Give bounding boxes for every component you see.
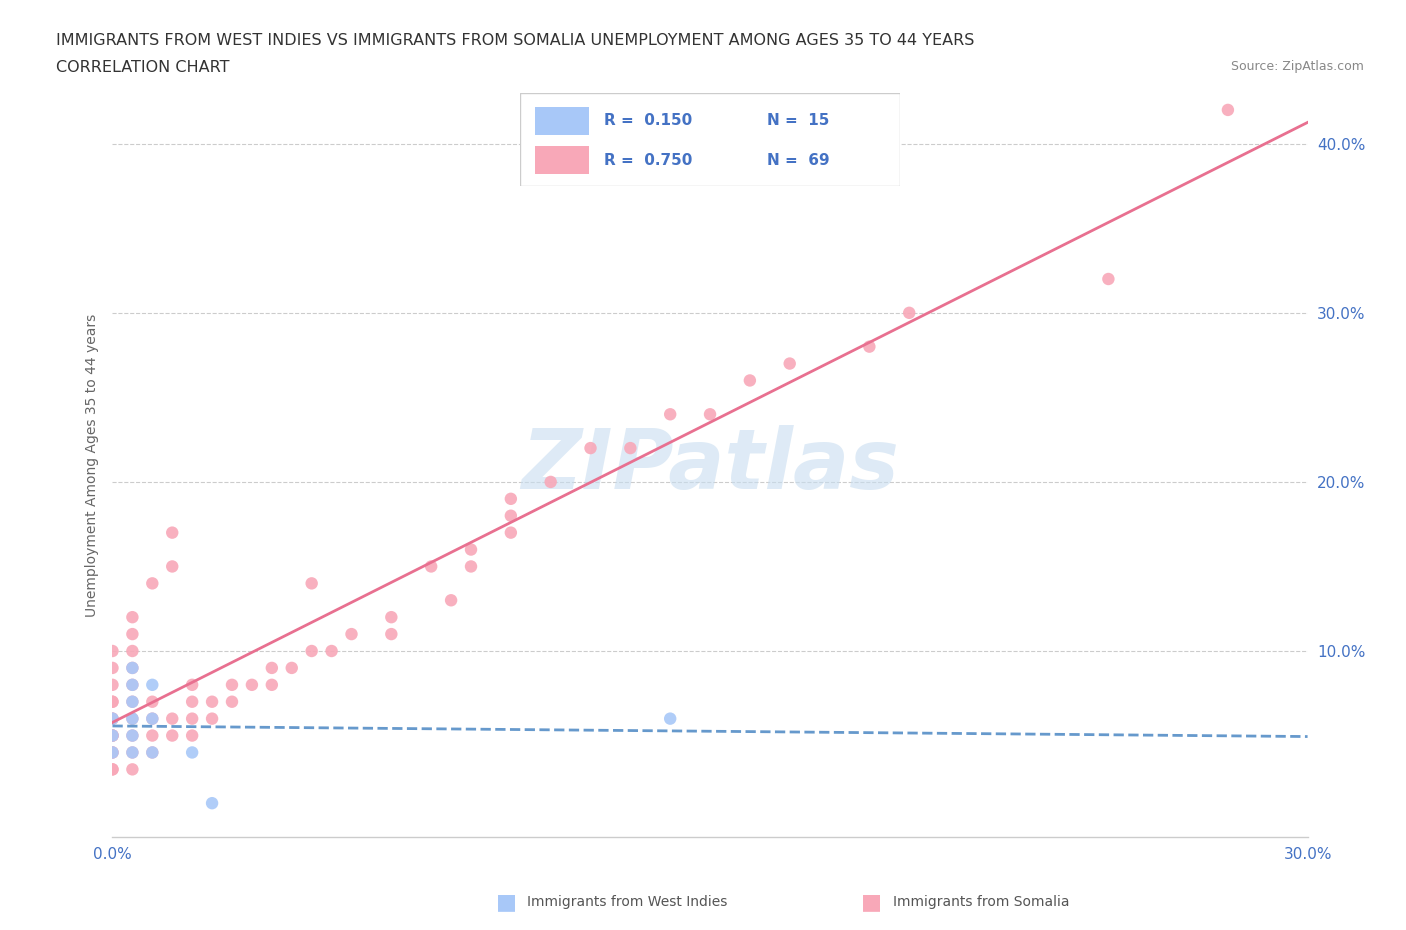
Text: R =  0.150: R = 0.150: [603, 113, 692, 128]
Point: [121, 627, 143, 642]
Point: [699, 406, 721, 421]
Bar: [536, 147, 589, 175]
Point: [440, 592, 463, 607]
Point: [141, 745, 163, 760]
Point: [201, 796, 224, 811]
Point: [121, 610, 143, 625]
Point: [101, 745, 124, 760]
Point: [858, 339, 880, 354]
Point: [121, 728, 143, 743]
Point: [301, 576, 323, 591]
Point: [162, 711, 183, 726]
Point: [101, 660, 124, 675]
Point: [181, 745, 204, 760]
Text: IMMIGRANTS FROM WEST INDIES VS IMMIGRANTS FROM SOMALIA UNEMPLOYMENT AMONG AGES 3: IMMIGRANTS FROM WEST INDIES VS IMMIGRANT…: [56, 33, 974, 47]
Point: [499, 509, 522, 524]
Text: N =  69: N = 69: [768, 153, 830, 168]
Point: [340, 627, 363, 642]
Point: [141, 745, 163, 760]
Point: [162, 559, 183, 574]
Point: [141, 728, 163, 743]
Text: N =  15: N = 15: [768, 113, 830, 128]
Point: [101, 644, 124, 658]
Text: ZIPatlas: ZIPatlas: [522, 424, 898, 506]
Text: Immigrants from Somalia: Immigrants from Somalia: [893, 895, 1070, 910]
Point: [101, 711, 124, 726]
Point: [121, 711, 143, 726]
Point: [221, 677, 243, 692]
Point: [121, 660, 143, 675]
Point: [141, 677, 163, 692]
Point: [101, 677, 124, 692]
Point: [579, 441, 602, 456]
Point: [121, 660, 143, 675]
Point: [659, 406, 682, 421]
Point: [121, 677, 143, 692]
Point: [121, 695, 143, 710]
Point: [380, 610, 402, 625]
Point: [121, 711, 143, 726]
Point: [181, 711, 204, 726]
Point: [101, 695, 124, 710]
Point: [181, 695, 204, 710]
Point: [121, 762, 143, 777]
Point: [460, 559, 482, 574]
Point: [101, 762, 124, 777]
Point: [181, 677, 204, 692]
Point: [281, 660, 304, 675]
Point: [321, 644, 343, 658]
Point: [1097, 272, 1119, 286]
Point: [121, 745, 143, 760]
Point: [101, 762, 124, 777]
Point: [738, 373, 761, 388]
Point: [101, 728, 124, 743]
Point: [101, 728, 124, 743]
Point: [499, 525, 522, 540]
Point: [162, 525, 183, 540]
Text: ■: ■: [862, 892, 882, 912]
Point: [201, 711, 224, 726]
Point: [181, 728, 204, 743]
Y-axis label: Unemployment Among Ages 35 to 44 years: Unemployment Among Ages 35 to 44 years: [84, 313, 98, 617]
Point: [101, 745, 124, 760]
Text: Immigrants from West Indies: Immigrants from West Indies: [527, 895, 728, 910]
Point: [121, 745, 143, 760]
Point: [101, 728, 124, 743]
Text: Source: ZipAtlas.com: Source: ZipAtlas.com: [1230, 60, 1364, 73]
Point: [101, 728, 124, 743]
Point: [101, 711, 124, 726]
Point: [141, 711, 163, 726]
Point: [260, 660, 283, 675]
Text: ■: ■: [496, 892, 516, 912]
Point: [1216, 102, 1239, 117]
Bar: [536, 107, 589, 135]
Text: R =  0.750: R = 0.750: [603, 153, 692, 168]
Point: [101, 695, 124, 710]
Point: [101, 745, 124, 760]
Point: [121, 677, 143, 692]
Point: [420, 559, 443, 574]
Point: [301, 644, 323, 658]
Point: [141, 695, 163, 710]
Point: [221, 695, 243, 710]
Point: [499, 491, 522, 506]
Point: [240, 677, 263, 692]
Point: [141, 576, 163, 591]
Point: [460, 542, 482, 557]
Point: [121, 728, 143, 743]
Point: [540, 474, 562, 489]
Text: CORRELATION CHART: CORRELATION CHART: [56, 60, 229, 75]
Point: [619, 441, 641, 456]
Point: [260, 677, 283, 692]
Point: [141, 711, 163, 726]
Point: [898, 305, 921, 320]
Point: [121, 695, 143, 710]
Point: [101, 711, 124, 726]
Point: [121, 644, 143, 658]
Point: [659, 711, 682, 726]
Point: [779, 356, 801, 371]
Point: [162, 728, 183, 743]
Point: [380, 627, 402, 642]
Point: [201, 695, 224, 710]
